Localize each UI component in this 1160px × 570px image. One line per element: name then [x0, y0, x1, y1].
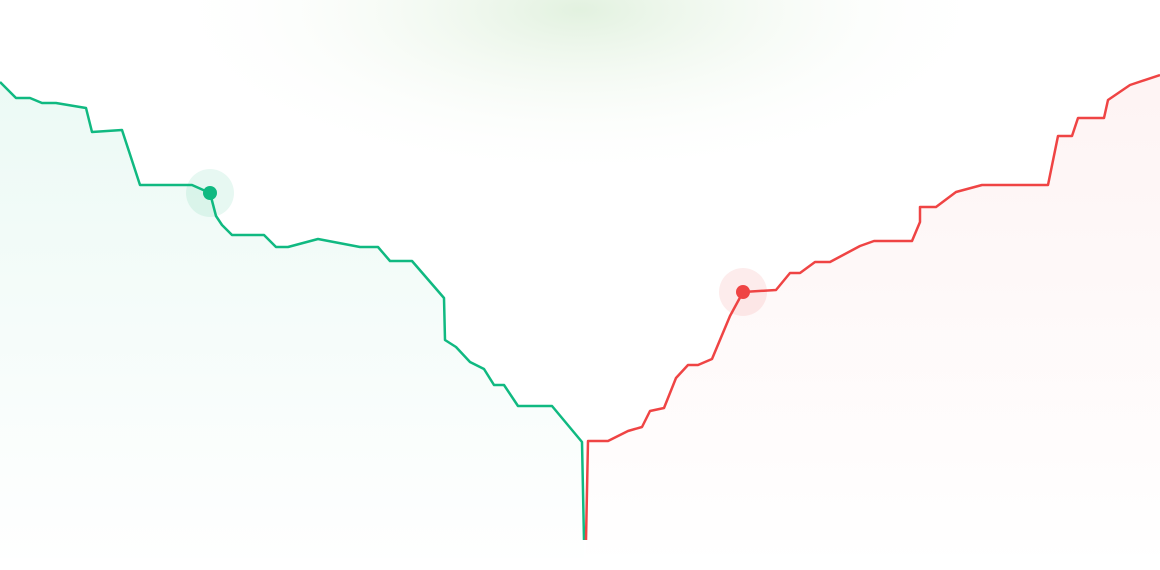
bids-line — [0, 81, 586, 541]
asks-line — [584, 73, 1160, 541]
asks-area — [586, 75, 1160, 570]
bids-highlight-point[interactable] — [203, 186, 217, 200]
asks-highlight-point[interactable] — [736, 285, 750, 299]
bids-area — [0, 82, 584, 570]
top-glow — [160, 0, 1000, 180]
